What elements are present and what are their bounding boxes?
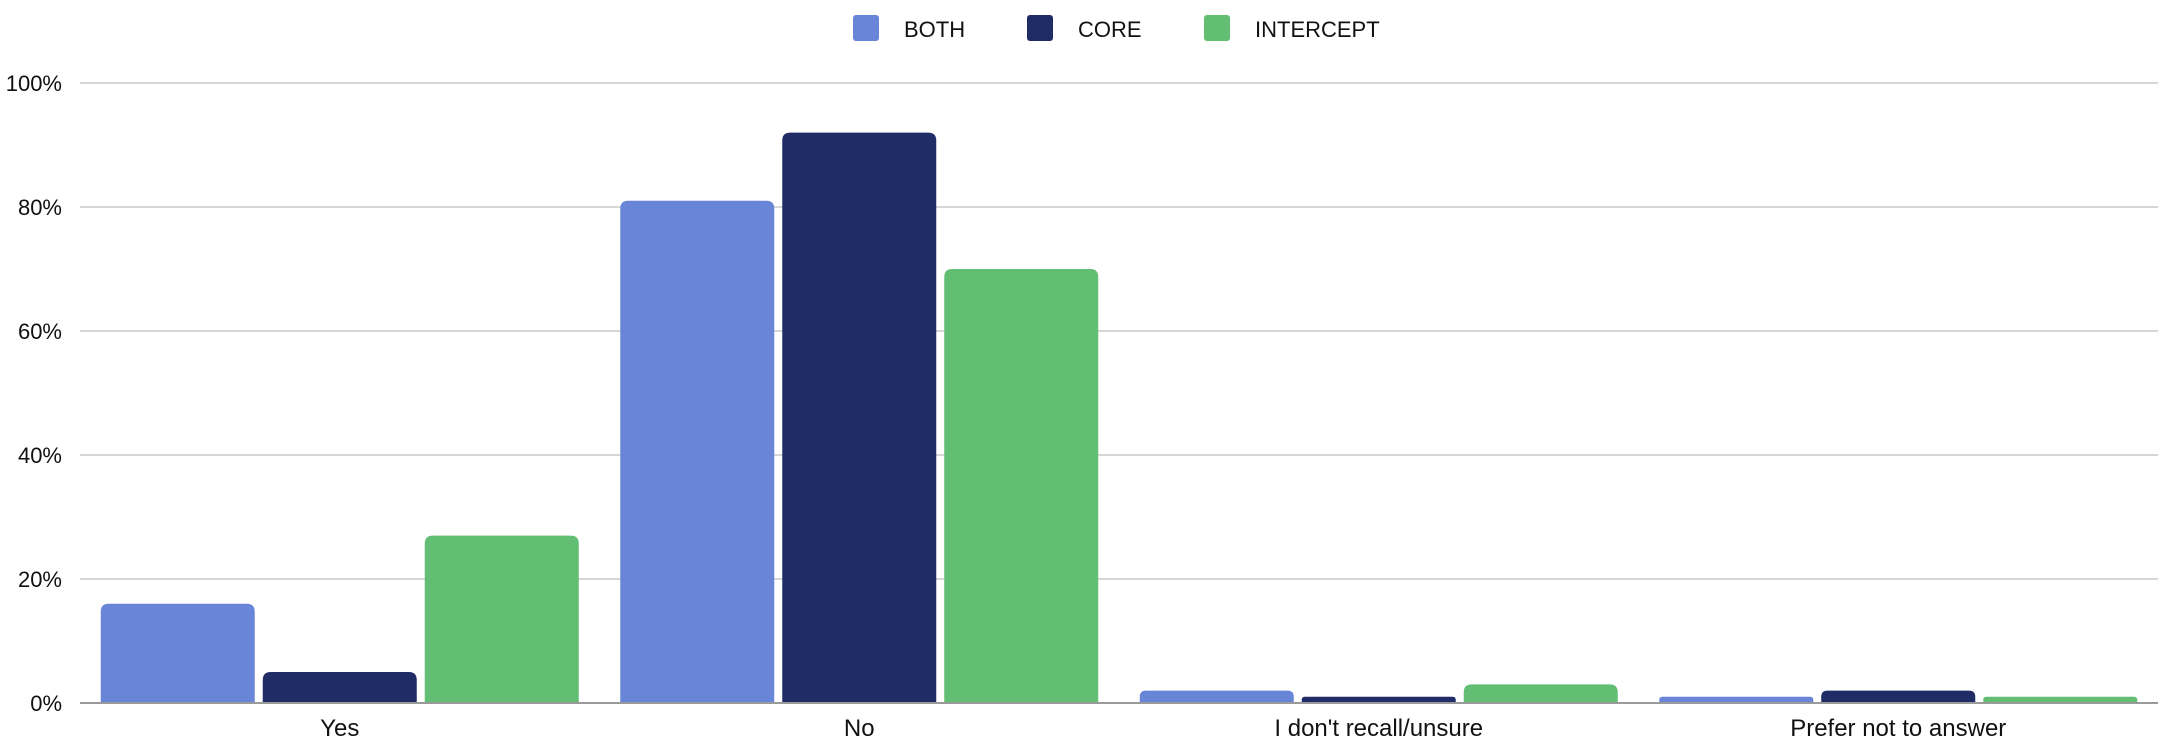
y-tick-label: 40% xyxy=(18,443,62,468)
bar-intercept-i-don-t-recall-unsure xyxy=(1463,684,1618,703)
y-tick-label: 0% xyxy=(30,691,62,716)
y-axis: 0% 20% 40% 60% 80% 100% xyxy=(6,71,62,716)
bar-intercept-yes xyxy=(424,535,579,703)
bar-core-yes xyxy=(262,672,417,703)
bar-core-no xyxy=(782,132,937,704)
y-tick-label: 20% xyxy=(18,567,62,592)
x-tick-label: Prefer not to answer xyxy=(1790,715,2006,741)
x-tick-label: No xyxy=(844,715,875,741)
x-tick-label: Yes xyxy=(320,715,359,741)
gridlines xyxy=(80,82,2158,580)
y-tick-label: 60% xyxy=(18,319,62,344)
bars xyxy=(100,132,2138,704)
bar-both-no xyxy=(620,200,775,704)
legend-label-core: CORE xyxy=(1078,17,1142,42)
bar-core-i-don-t-recall-unsure xyxy=(1301,696,1456,703)
legend-swatch-both xyxy=(853,15,879,41)
y-tick-label: 100% xyxy=(6,71,62,96)
bar-intercept-no xyxy=(944,269,1099,703)
bar-both-i-don-t-recall-unsure xyxy=(1139,690,1294,703)
bar-core-prefer-not-to-answer xyxy=(1821,690,1976,703)
legend-label-intercept: INTERCEPT xyxy=(1255,17,1380,42)
legend: BOTH CORE INTERCEPT xyxy=(853,15,1380,42)
x-tick-label: I don't recall/unsure xyxy=(1274,715,1483,741)
bar-both-prefer-not-to-answer xyxy=(1659,696,1814,703)
legend-label-both: BOTH xyxy=(904,17,965,42)
legend-swatch-core xyxy=(1027,15,1053,41)
bar-intercept-prefer-not-to-answer xyxy=(1983,696,2138,703)
y-tick-label: 80% xyxy=(18,195,62,220)
bar-both-yes xyxy=(100,603,255,703)
legend-swatch-intercept xyxy=(1204,15,1230,41)
x-axis: Yes No I don't recall/unsure Prefer not to … xyxy=(80,702,2158,741)
